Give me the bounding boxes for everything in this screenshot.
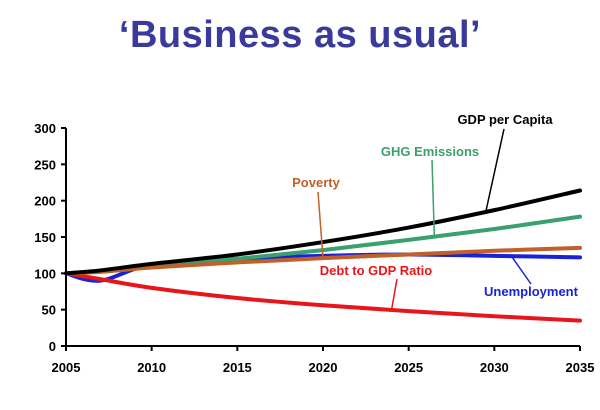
x-tick-label: 2030: [480, 360, 509, 375]
x-tick-label: 2025: [394, 360, 423, 375]
series-line-unemployment: [64, 252, 582, 283]
x-tick-label: 2035: [566, 360, 595, 375]
ticks: 0 50 100 150 200 250 300 2005 2010 2015 2020 2025 20…: [34, 121, 594, 375]
series-line-gdp-per-capita: [64, 188, 582, 276]
annotation-pointer: [317, 191, 324, 259]
annotations: GDP per Capita GHG Emissions Poverty Debt t…: [292, 112, 579, 311]
chart-title: ‘Business as usual’: [118, 14, 482, 56]
annotation-label: GHG Emissions: [381, 144, 479, 159]
y-tick-label: 300: [34, 121, 56, 136]
annotation-label: Debt to GDP Ratio: [320, 263, 432, 278]
y-tick-label: 100: [34, 266, 56, 281]
x-tick-label: 2020: [309, 360, 338, 375]
annotation-label: Poverty: [292, 175, 340, 190]
series-line-debt-to-gdp-ratio: [64, 271, 582, 323]
y-tick-label: 0: [49, 339, 56, 354]
annotation-pointer: [485, 128, 505, 213]
y-tick-label: 50: [42, 303, 56, 318]
y-tick-label: 250: [34, 157, 56, 172]
annotation-pointer: [431, 159, 436, 237]
y-tick-label: 150: [34, 230, 56, 245]
x-tick-label: 2010: [137, 360, 166, 375]
annotation-pointer: [510, 255, 532, 285]
annotation-label: GDP per Capita: [457, 112, 553, 127]
x-tick-label: 2015: [223, 360, 252, 375]
series-lines: [64, 188, 582, 323]
axes: [65, 128, 580, 347]
x-tick-label: 2005: [52, 360, 81, 375]
y-tick-label: 200: [34, 194, 56, 209]
annotation-pointer: [390, 278, 398, 311]
annotation-label: Unemployment: [484, 284, 579, 299]
